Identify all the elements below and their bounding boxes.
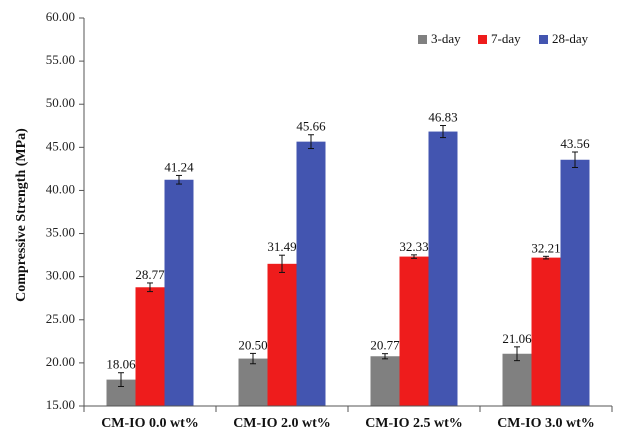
y-tick-label: 60.00 bbox=[46, 9, 75, 24]
x-tick-label: CM-IO 0.0 wt% bbox=[101, 416, 199, 431]
legend-label: 3-day bbox=[431, 31, 461, 46]
legend-swatch-28-day bbox=[539, 35, 548, 44]
y-axis-title: Compressive Strength (MPa) bbox=[14, 128, 29, 302]
data-label: 18.06 bbox=[106, 357, 136, 372]
legend-label: 7-day bbox=[491, 31, 521, 46]
data-label: 20.50 bbox=[238, 337, 267, 352]
y-tick-label: 30.00 bbox=[46, 268, 75, 283]
y-axis: 15.00 20.00 25.00 30.00 35.00 40.00 45.00 50.00… bbox=[46, 9, 85, 412]
legend-swatch-7-day bbox=[478, 35, 487, 44]
y-tick-label: 55.00 bbox=[46, 52, 75, 67]
bars: 18.06 28.77 41.24 20.50 31.49 45.66 20.77 32.33… bbox=[106, 110, 590, 406]
bar-28-day bbox=[164, 179, 194, 406]
bar-28-day bbox=[296, 141, 326, 406]
data-label: 32.21 bbox=[531, 240, 560, 255]
y-tick-label: 35.00 bbox=[46, 225, 75, 240]
data-label: 32.33 bbox=[399, 239, 428, 254]
y-tick-label: 25.00 bbox=[46, 311, 75, 326]
bar-7-day bbox=[135, 287, 165, 406]
bar-3-day bbox=[502, 353, 532, 406]
data-label: 45.66 bbox=[296, 119, 326, 134]
bar-28-day bbox=[428, 131, 458, 406]
data-label: 46.83 bbox=[428, 110, 457, 125]
y-tick-label: 20.00 bbox=[46, 354, 75, 369]
x-tick-label: CM-IO 2.5 wt% bbox=[365, 416, 463, 431]
data-label: 31.49 bbox=[267, 239, 296, 254]
y-tick-label: 50.00 bbox=[46, 95, 75, 110]
legend: 3-day 7-day 28-day bbox=[418, 31, 589, 46]
y-tick-label: 40.00 bbox=[46, 181, 75, 196]
x-axis: CM-IO 0.0 wt% CM-IO 2.0 wt% CM-IO 2.5 wt% C… bbox=[83, 405, 613, 431]
data-label: 28.77 bbox=[135, 267, 165, 282]
bar-7-day bbox=[531, 257, 561, 406]
data-label: 43.56 bbox=[560, 136, 590, 151]
legend-label: 28-day bbox=[552, 31, 589, 46]
x-tick-label: CM-IO 2.0 wt% bbox=[233, 416, 331, 431]
y-tick-label: 45.00 bbox=[46, 138, 75, 153]
y-tick-label: 15.00 bbox=[46, 397, 75, 412]
bar-3-day bbox=[370, 356, 400, 406]
bar-3-day bbox=[238, 358, 268, 406]
bar-7-day bbox=[267, 263, 297, 406]
bar-7-day bbox=[399, 256, 429, 406]
data-label: 20.77 bbox=[370, 338, 400, 353]
x-tick-label: CM-IO 3.0 wt% bbox=[497, 416, 595, 431]
legend-swatch-3-day bbox=[418, 35, 427, 44]
data-label: 41.24 bbox=[164, 159, 194, 174]
bar-28-day bbox=[560, 159, 590, 406]
data-label: 21.06 bbox=[502, 331, 532, 346]
